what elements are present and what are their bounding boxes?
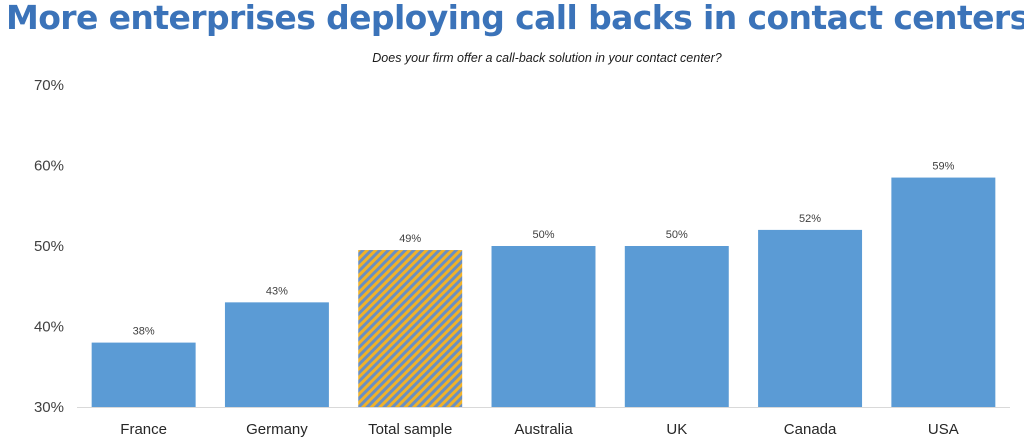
data-label: 43% [266,285,288,297]
y-tick-label: 30% [34,399,64,416]
bar-highlight [358,250,463,407]
x-category-label: UK [666,421,687,438]
y-tick-label: 50% [34,238,64,255]
y-tick-label: 70% [34,77,64,94]
chart-title: More enterprises deploying call backs in… [6,0,1024,37]
x-category-label: Australia [514,421,573,438]
x-category-label: France [120,421,167,438]
bar [91,342,196,407]
y-tick-label: 40% [34,319,64,336]
bar [224,302,329,407]
x-category-label: Germany [246,421,308,438]
bar [624,246,729,407]
data-label: 59% [932,161,954,173]
y-axis: 30% 40% 50% 60% 70% [34,77,64,416]
data-label: 52% [799,213,821,225]
x-category-label: Total sample [368,421,452,438]
bars-group: 38% 43% 49% 50% 50% 52% 59% [91,161,996,407]
x-axis: France Germany Total sample Australia UK Cana… [120,421,958,438]
bar [758,229,863,407]
data-label: 50% [532,229,554,241]
x-category-label: Canada [784,421,837,438]
bar [491,246,596,407]
data-label: 49% [399,233,421,245]
bar [891,177,996,407]
y-tick-label: 60% [34,158,64,175]
chart-subtitle: Does your firm offer a call-back solutio… [372,51,722,65]
data-label: 38% [133,326,155,338]
x-category-label: USA [928,421,959,438]
data-label: 50% [666,229,688,241]
